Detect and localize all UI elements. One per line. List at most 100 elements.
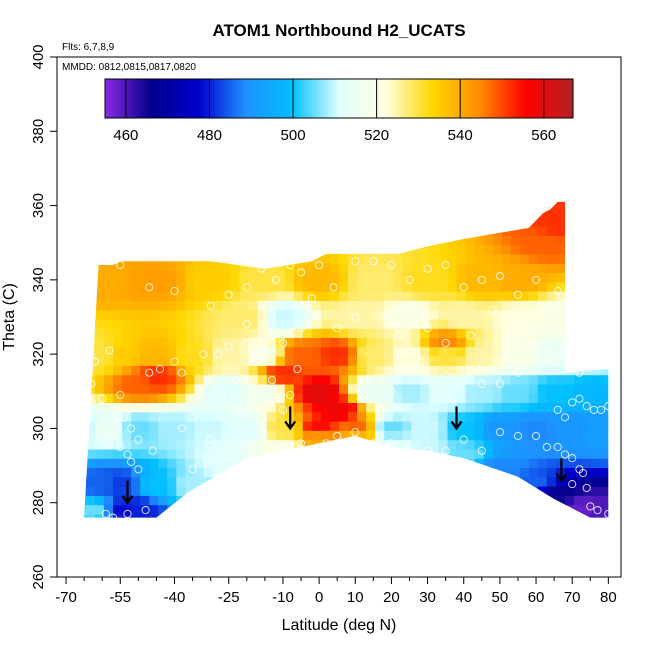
field-cell	[131, 216, 141, 227]
field-cell	[411, 272, 421, 283]
field-cell	[574, 383, 584, 394]
field-cell	[375, 421, 385, 431]
field-cell	[501, 495, 512, 506]
field-cell	[221, 272, 232, 283]
field-cell	[248, 244, 259, 255]
field-cell	[149, 393, 159, 403]
observation-point	[351, 428, 360, 437]
field-cell	[176, 504, 186, 515]
field-cell	[610, 477, 620, 487]
field-cell	[339, 318, 349, 329]
observation-point	[351, 312, 360, 322]
observation-point	[575, 368, 584, 377]
field-cell	[402, 328, 412, 338]
field-cell	[122, 448, 132, 459]
field-cell	[501, 318, 512, 329]
field-cell	[176, 272, 186, 283]
field-cell	[610, 198, 620, 208]
field-cell	[592, 337, 602, 348]
field-cell	[393, 235, 403, 246]
field-cell	[429, 337, 439, 348]
field-cell	[284, 337, 295, 348]
field-cell	[158, 495, 168, 506]
field-cell	[465, 207, 476, 218]
field-cell	[384, 458, 394, 468]
field-cell	[320, 318, 331, 329]
field-cell	[375, 476, 385, 487]
field-cell	[438, 291, 448, 301]
field-cell	[357, 504, 367, 515]
field-cell	[528, 235, 539, 246]
field-cell	[474, 513, 485, 518]
field-cell	[185, 253, 195, 264]
y-tick-label: 340	[30, 267, 47, 292]
field-cell	[185, 448, 195, 459]
field-cell	[393, 402, 403, 413]
field-cell	[167, 281, 177, 292]
field-cell	[528, 402, 539, 413]
field-cell	[321, 523, 331, 533]
field-cell	[501, 439, 512, 450]
field-cell	[95, 513, 105, 518]
field-cell	[122, 337, 132, 348]
observation-point	[441, 372, 450, 381]
field-cell	[140, 309, 150, 320]
field-cell	[402, 189, 412, 199]
field-cell	[529, 189, 539, 199]
field-cell	[438, 430, 448, 441]
field-cell	[574, 374, 584, 385]
field-cell	[393, 365, 403, 376]
field-cell	[185, 272, 195, 283]
field-cell	[538, 189, 548, 199]
field-cell	[555, 365, 566, 376]
field-cell	[610, 282, 620, 292]
field-cell	[158, 402, 168, 413]
field-cell	[348, 383, 358, 394]
field-cell	[85, 476, 96, 487]
field-cell	[85, 253, 96, 264]
field-cell	[257, 337, 268, 348]
field-cell	[194, 467, 204, 478]
field-cell	[474, 504, 485, 515]
field-cell	[221, 476, 232, 487]
field-cell	[113, 226, 123, 236]
field-cell	[167, 189, 177, 199]
field-cell	[411, 365, 421, 376]
field-cell	[248, 201, 259, 208]
field-cell	[293, 328, 304, 338]
field-cell	[248, 402, 259, 413]
field-cell	[149, 523, 159, 533]
field-cell	[474, 207, 485, 218]
field-cell	[348, 318, 358, 329]
field-cell	[492, 476, 503, 487]
field-cell	[122, 504, 132, 515]
field-cell	[357, 393, 367, 403]
field-cell	[85, 300, 96, 311]
field-cell	[311, 421, 322, 431]
field-cell	[140, 513, 150, 518]
field-cell	[122, 253, 132, 264]
field-cell	[185, 201, 195, 208]
field-cell	[140, 226, 150, 236]
field-cell	[492, 467, 503, 478]
observation-point	[213, 350, 222, 359]
field-cell	[420, 374, 430, 385]
field-cell	[95, 365, 105, 376]
field-cell	[601, 272, 609, 283]
field-cell	[239, 430, 250, 441]
field-cell	[492, 448, 503, 459]
field-cell	[140, 486, 150, 496]
field-cell	[239, 263, 250, 273]
field-cell	[149, 346, 159, 357]
field-cell	[546, 337, 557, 348]
field-cell	[483, 226, 494, 236]
field-cell	[348, 346, 358, 357]
field-cell	[483, 374, 494, 385]
field-cell	[302, 374, 313, 385]
field-cell	[194, 356, 204, 366]
field-cell	[176, 411, 186, 422]
field-cell	[104, 253, 114, 264]
field-cell	[140, 318, 150, 329]
field-cell	[429, 328, 439, 338]
field-cell	[104, 244, 114, 255]
